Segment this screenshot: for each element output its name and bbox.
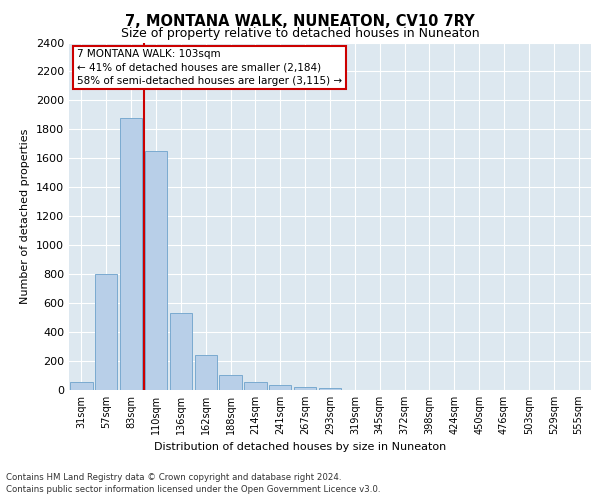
Bar xyxy=(170,312,192,390)
Bar xyxy=(244,382,266,390)
Bar xyxy=(319,388,341,390)
Bar xyxy=(294,387,316,390)
Bar xyxy=(194,355,217,390)
Bar xyxy=(70,382,92,390)
Bar xyxy=(145,151,167,390)
Bar xyxy=(120,118,142,390)
Text: Contains public sector information licensed under the Open Government Licence v3: Contains public sector information licen… xyxy=(6,485,380,494)
Text: Size of property relative to detached houses in Nuneaton: Size of property relative to detached ho… xyxy=(121,28,479,40)
Bar xyxy=(269,385,292,390)
Text: 7 MONTANA WALK: 103sqm
← 41% of detached houses are smaller (2,184)
58% of semi-: 7 MONTANA WALK: 103sqm ← 41% of detached… xyxy=(77,50,342,86)
Text: Distribution of detached houses by size in Nuneaton: Distribution of detached houses by size … xyxy=(154,442,446,452)
Y-axis label: Number of detached properties: Number of detached properties xyxy=(20,128,31,304)
Text: Contains HM Land Registry data © Crown copyright and database right 2024.: Contains HM Land Registry data © Crown c… xyxy=(6,472,341,482)
Text: 7, MONTANA WALK, NUNEATON, CV10 7RY: 7, MONTANA WALK, NUNEATON, CV10 7RY xyxy=(125,14,475,29)
Bar xyxy=(95,274,118,390)
Bar xyxy=(220,375,242,390)
